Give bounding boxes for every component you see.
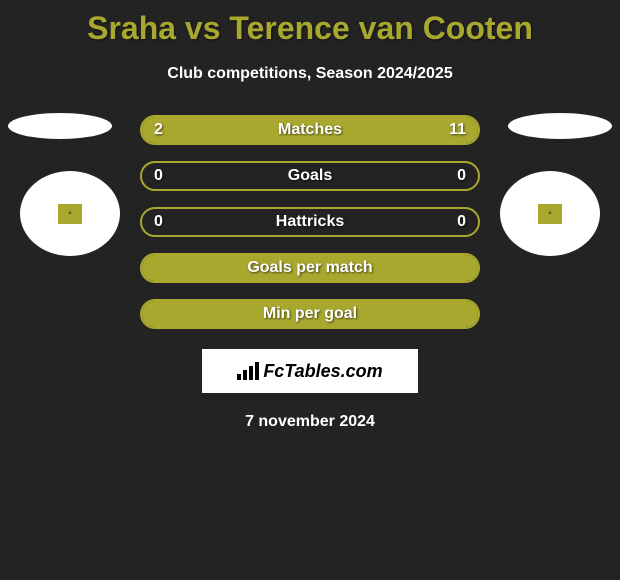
stat-value-left: 0 [154,213,163,231]
chart-icon [237,362,259,380]
team-shield-icon: ▪ [538,204,562,224]
stat-value-left: 2 [154,121,163,139]
bar-fill-left [142,117,194,143]
stat-bar-goals: 0 Goals 0 [140,161,480,191]
stats-bars: 2 Matches 11 0 Goals 0 0 Hattricks 0 Goa… [140,115,480,329]
logo-label: FcTables.com [263,361,382,382]
stat-bar-goals-per-match: Goals per match [140,253,480,283]
page-title: Sraha vs Terence van Cooten [0,0,620,47]
logo-box: FcTables.com [202,349,418,393]
stat-label: Hattricks [276,213,344,231]
stat-bar-hattricks: 0 Hattricks 0 [140,207,480,237]
date-text: 7 november 2024 [0,413,620,431]
player-photo-right [508,113,612,139]
stat-value-right: 11 [449,121,466,139]
stat-bar-matches: 2 Matches 11 [140,115,480,145]
stat-label: Goals per match [247,259,372,277]
stat-label: Min per goal [263,305,357,323]
logo-text: FcTables.com [237,361,382,382]
stat-bar-min-per-goal: Min per goal [140,299,480,329]
stat-label: Goals [288,167,332,185]
stat-label: Matches [278,121,342,139]
player-photo-left [8,113,112,139]
stat-value-right: 0 [457,213,466,231]
team-badge-right: ▪ [500,171,600,256]
team-shield-icon: ▪ [58,204,82,224]
subtitle: Club competitions, Season 2024/2025 [0,65,620,83]
team-badge-left: ▪ [20,171,120,256]
stat-value-left: 0 [154,167,163,185]
chart-area: ▪ ▪ 2 Matches 11 0 Goals 0 0 Hattricks 0 [0,115,620,431]
stat-value-right: 0 [457,167,466,185]
